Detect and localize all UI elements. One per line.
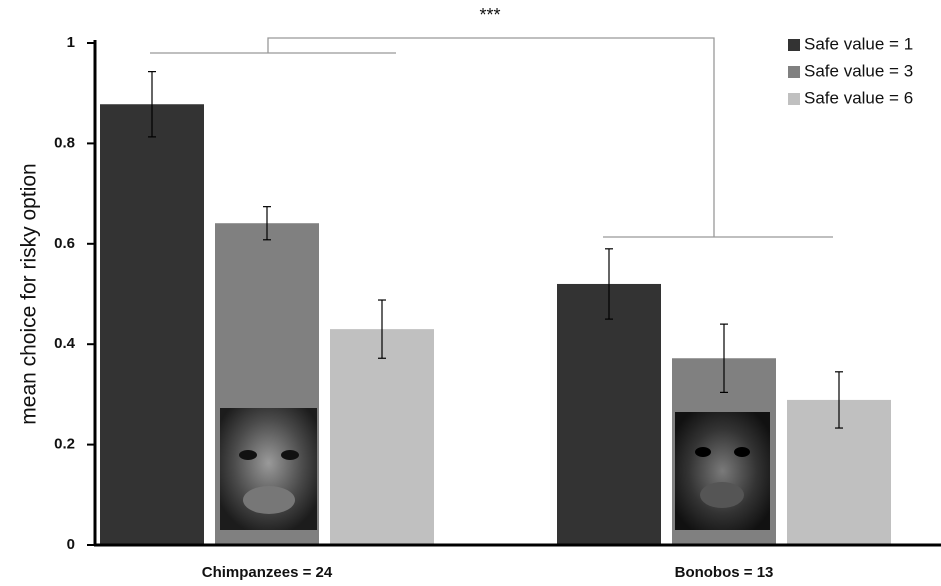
y-tick-label: 0 — [67, 536, 75, 553]
legend-swatch — [788, 39, 800, 51]
legend-label: Safe value = 6 — [804, 88, 913, 107]
y-tick-label: 1 — [67, 34, 75, 51]
legend-label: Safe value = 3 — [804, 61, 913, 80]
y-tick-label: 0.4 — [54, 335, 76, 352]
y-tick-label: 0.6 — [54, 235, 75, 252]
y-axis-label: mean choice for risky option — [18, 163, 41, 424]
bonobo-photo — [675, 412, 770, 530]
chart: mean choice for risky option *** 0 0.2 0.4… — [0, 0, 941, 586]
bar — [330, 329, 434, 545]
y-tick-label: 0.8 — [54, 134, 75, 151]
x-tick-label: Bonobos = 13 — [675, 564, 774, 581]
legend-swatch — [788, 66, 800, 78]
significance-annotation: *** — [479, 5, 500, 25]
y-tick-label: 0.2 — [54, 436, 75, 453]
x-tick-label: Chimpanzees = 24 — [202, 564, 333, 581]
legend-swatch — [788, 93, 800, 105]
chimpanzee-photo — [220, 408, 317, 530]
legend-label: Safe value = 1 — [804, 34, 913, 53]
significance-bracket — [150, 38, 833, 237]
bar — [100, 104, 204, 545]
bar — [557, 284, 661, 545]
